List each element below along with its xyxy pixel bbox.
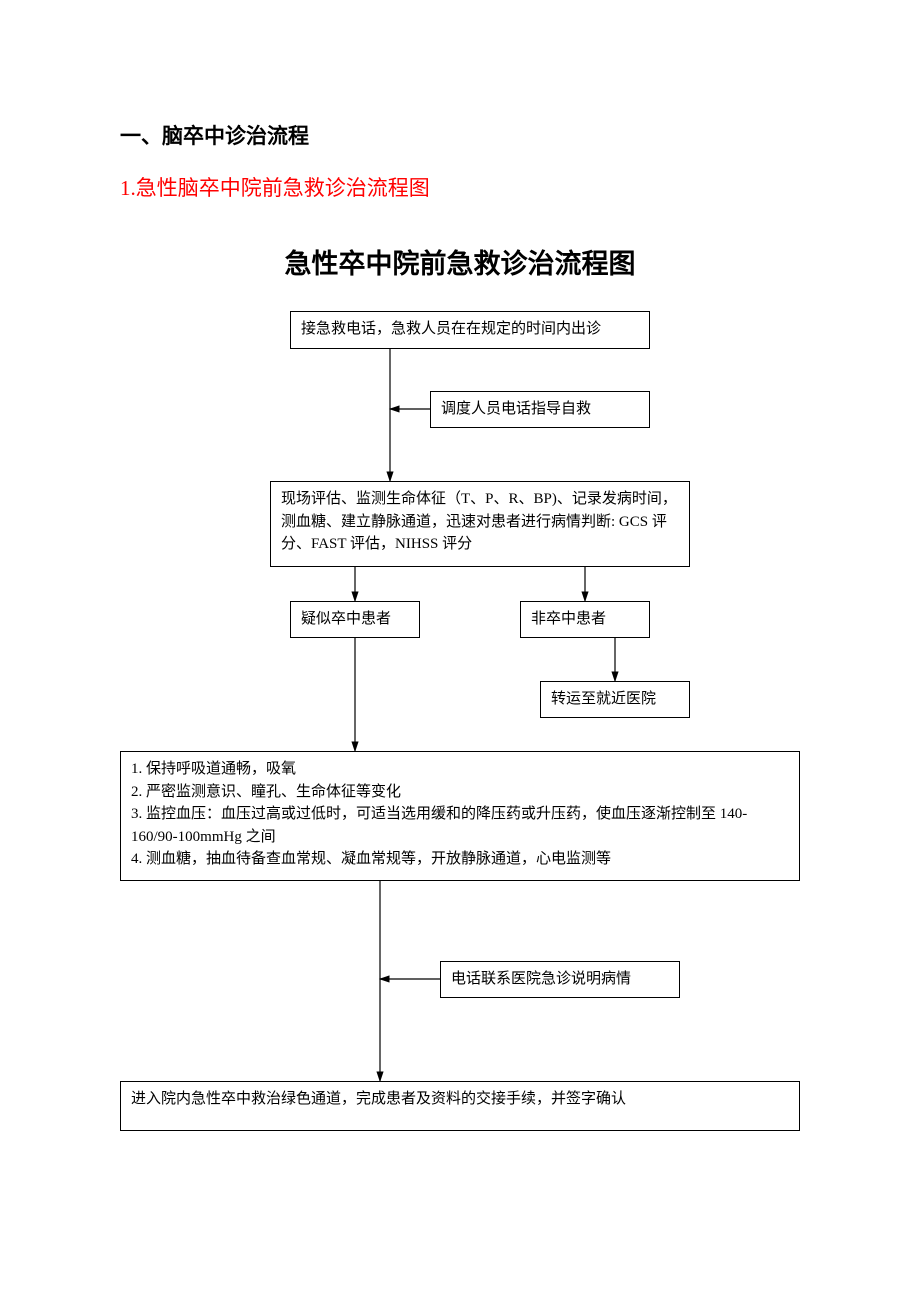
flowchart-node: 现场评估、监测生命体征（T、P、R、BP)、记录发病时间，测血糖、建立静脉通道，… (270, 481, 690, 567)
subsection-heading: 1.急性脑卒中院前急救诊治流程图 (120, 172, 800, 202)
flowchart-node: 调度人员电话指导自救 (430, 391, 650, 428)
flowchart-node: 转运至就近医院 (540, 681, 690, 718)
document-page: 一、脑卒中诊治流程 1.急性脑卒中院前急救诊治流程图 急性卒中院前急救诊治流程图… (0, 0, 920, 1291)
flowchart-node: 接急救电话，急救人员在在规定的时间内出诊 (290, 311, 650, 349)
flowchart-node: 进入院内急性卒中救治绿色通道，完成患者及资料的交接手续，并签字确认 (120, 1081, 800, 1131)
section-heading: 一、脑卒中诊治流程 (120, 120, 800, 150)
flowchart-node: 疑似卒中患者 (290, 601, 420, 638)
flowchart-canvas: 接急救电话，急救人员在在规定的时间内出诊调度人员电话指导自救现场评估、监测生命体… (120, 311, 800, 1231)
flowchart-node: 非卒中患者 (520, 601, 650, 638)
flowchart-node: 电话联系医院急诊说明病情 (440, 961, 680, 998)
flowchart-title: 急性卒中院前急救诊治流程图 (120, 242, 800, 281)
flowchart-node: 1. 保持呼吸道通畅，吸氧2. 严密监测意识、瞳孔、生命体征等变化3. 监控血压… (120, 751, 800, 881)
